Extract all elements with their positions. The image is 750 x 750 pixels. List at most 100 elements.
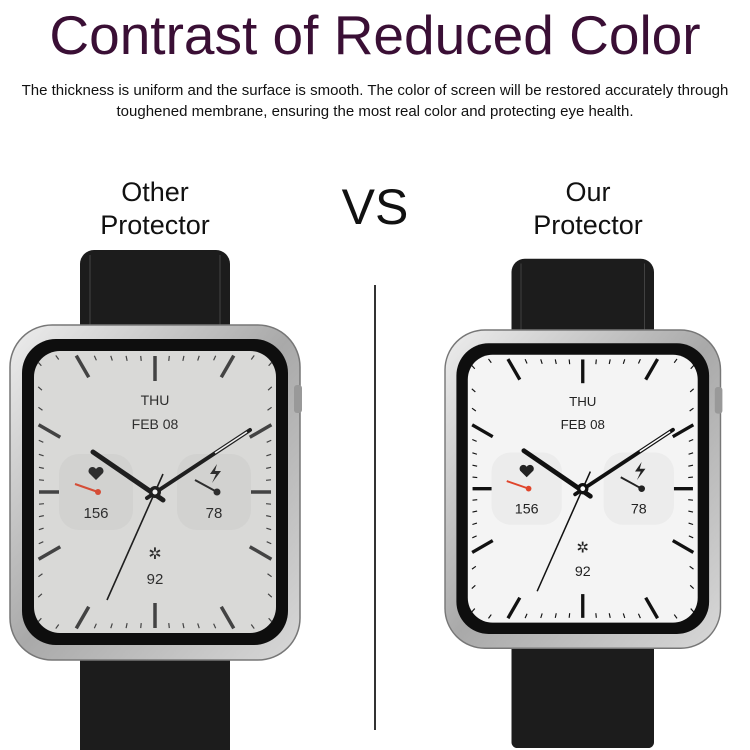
- minute-marker: [38, 466, 44, 469]
- other-protector-watch: THU FEB 08 156 78 ✲ 92: [9, 250, 302, 750]
- minute-marker: [38, 515, 44, 518]
- minute-marker: [471, 364, 476, 370]
- minute-marker: [197, 355, 200, 361]
- minute-marker: [55, 624, 60, 629]
- minute-marker: [37, 617, 42, 623]
- activity-icon: ✲: [576, 539, 589, 556]
- minute-marker: [267, 573, 272, 578]
- battery-hand-pivot: [638, 485, 645, 492]
- minute-marker: [38, 406, 43, 411]
- minute-marker: [38, 573, 43, 578]
- hour-marker: [37, 545, 62, 561]
- label-line-2: Protector: [100, 210, 210, 240]
- minute-marker: [488, 358, 492, 364]
- minute-marker: [689, 388, 695, 393]
- minute-marker: [472, 522, 478, 526]
- minute-marker: [637, 358, 641, 364]
- minute-marker: [168, 622, 170, 629]
- minute-marker: [55, 355, 60, 360]
- minute-marker: [554, 613, 557, 619]
- hour-marker: [219, 605, 236, 630]
- minute-marker: [689, 565, 694, 570]
- minute-marker: [471, 407, 477, 412]
- minute-marker: [689, 584, 695, 589]
- minute-marker: [608, 359, 611, 365]
- minute-marker: [524, 358, 528, 364]
- date-text: FEB 08: [132, 416, 179, 432]
- hour-marker: [471, 539, 494, 554]
- minute-marker: [673, 614, 678, 619]
- minute-marker: [265, 479, 272, 481]
- minute-marker: [622, 359, 626, 365]
- our-protector-label: Our Protector: [488, 176, 688, 242]
- hour-marker: [74, 354, 91, 379]
- crown-button: [294, 385, 302, 413]
- minute-marker: [688, 535, 694, 539]
- battery-hand: [194, 479, 218, 493]
- hour-marker: [37, 423, 62, 439]
- minute-marker: [472, 438, 477, 442]
- minute-marker: [688, 464, 694, 467]
- minute-marker: [471, 565, 477, 570]
- lightning-icon: [635, 462, 646, 481]
- minute-marker: [267, 386, 273, 391]
- minute-marker: [268, 361, 273, 367]
- battery-value: 78: [206, 505, 223, 522]
- center-pivot-cap: [580, 486, 586, 492]
- minute-marker: [688, 522, 694, 526]
- minute-marker: [140, 355, 142, 362]
- day-text: THU: [569, 394, 596, 409]
- heart-rate-hand: [74, 483, 99, 493]
- minute-marker: [265, 503, 272, 505]
- minute-marker: [472, 452, 478, 455]
- heart-rate-value: 156: [515, 501, 539, 517]
- page-title: Contrast of Reduced Color: [49, 4, 701, 66]
- minute-marker: [37, 361, 42, 367]
- minute-marker: [266, 515, 272, 518]
- minute-marker: [608, 613, 611, 619]
- minute-marker: [213, 355, 217, 361]
- label-line-2: Protector: [533, 210, 643, 240]
- heart-rate-hand: [506, 480, 529, 490]
- hour-marker: [219, 354, 236, 379]
- hour-marker: [506, 358, 522, 381]
- minute-marker: [524, 613, 528, 619]
- minute-marker: [267, 406, 272, 411]
- minute-marker: [540, 359, 543, 365]
- heart-icon: [88, 466, 104, 480]
- label-line-1: Other: [121, 177, 189, 207]
- crown-button: [714, 387, 723, 414]
- protector-haze: [34, 351, 276, 633]
- minute-marker: [37, 386, 43, 391]
- minute-marker: [266, 453, 272, 457]
- minute-marker: [471, 608, 476, 613]
- day-text: THU: [141, 392, 170, 408]
- minute-marker: [38, 479, 45, 481]
- minute-marker: [266, 466, 272, 469]
- minute-marker: [125, 623, 128, 629]
- description: The thickness is uniform and the surface…: [21, 82, 729, 120]
- minute-marker: [266, 541, 272, 545]
- minute-marker: [125, 355, 128, 361]
- minute-marker: [472, 535, 477, 539]
- minute-marker: [673, 358, 678, 364]
- hour-marker: [248, 545, 273, 561]
- minute-marker: [93, 355, 97, 361]
- minute-marker: [690, 608, 695, 613]
- minute-marker: [688, 510, 694, 513]
- minute-marker: [266, 527, 272, 531]
- minute-marker: [140, 622, 142, 629]
- minute-marker: [250, 355, 255, 360]
- vs-label: VS: [341, 179, 409, 235]
- minute-marker: [622, 613, 626, 619]
- minute-marker: [688, 452, 694, 455]
- minute-marker: [38, 453, 44, 457]
- heart-rate-hand-pivot: [525, 485, 532, 492]
- hour-marker: [671, 539, 695, 554]
- minute-hand-lume: [214, 431, 248, 454]
- lightning-icon: [210, 464, 221, 483]
- minute-marker: [471, 584, 476, 589]
- heart-icon: [519, 464, 534, 478]
- hour-marker: [506, 596, 522, 620]
